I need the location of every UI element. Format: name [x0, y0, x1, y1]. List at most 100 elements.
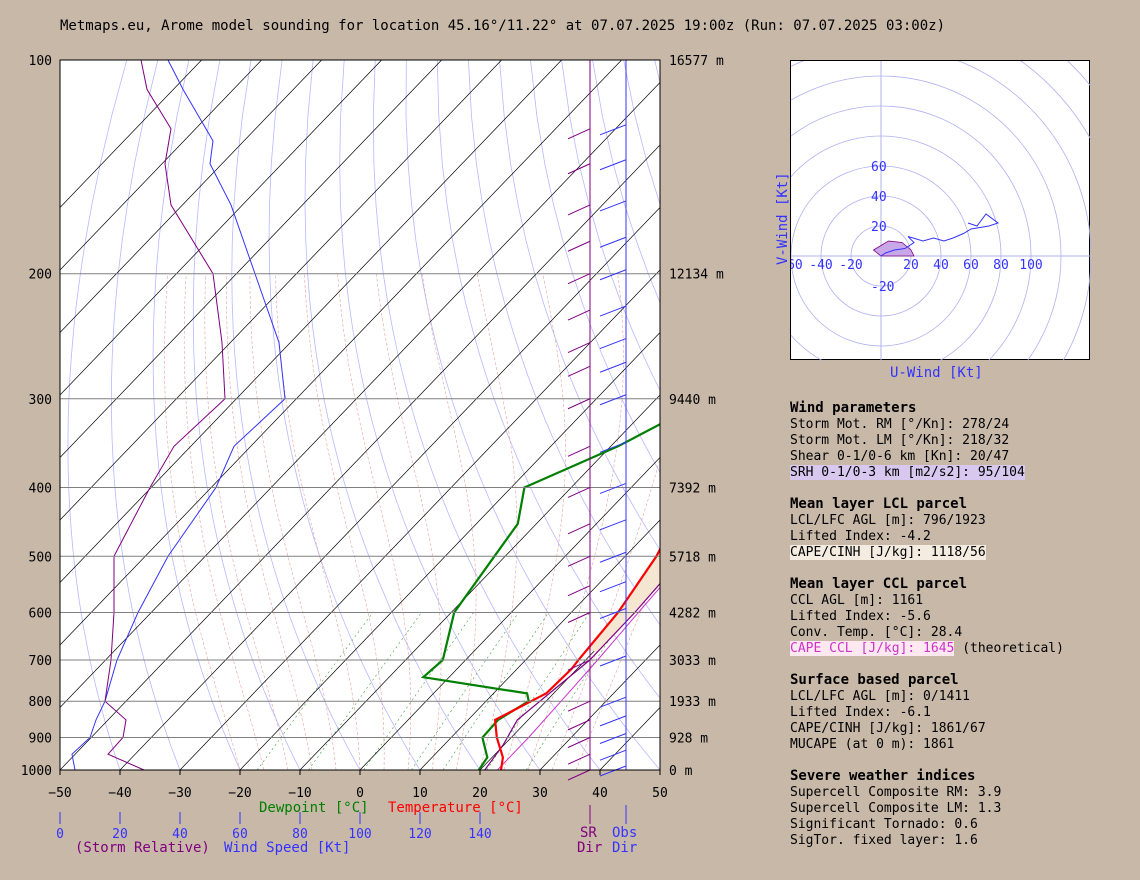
dry-adiabat — [748, 60, 760, 770]
isotherm — [60, 60, 323, 334]
page-title: Metmaps.eu, Arome model sounding for loc… — [60, 18, 946, 34]
obs-barb — [599, 361, 627, 373]
mixing-ratio-line — [442, 612, 549, 770]
obs-barb — [599, 482, 627, 494]
ccl-agl-value: CCL AGL [m]: 1161 — [790, 593, 924, 608]
dry-adiabat — [372, 60, 601, 770]
isotherm — [60, 60, 443, 459]
temp-tick-label: 0 — [356, 786, 364, 801]
hodograph-y-label: V-Wind [Kt] — [775, 172, 791, 265]
dry-adiabat — [231, 60, 361, 770]
hodograph-ring — [1067, 61, 1091, 88]
hodograph-x-label: U-Wind [Kt] — [890, 365, 983, 381]
plot-layer — [60, 60, 760, 770]
height-tick-label: 4282 m — [669, 606, 716, 621]
severe-indices-panel: Severe weather indices Supercell Composi… — [790, 768, 1001, 849]
storm-motion-rm: Storm Mot. RM [°/Kn]: 278/24 — [790, 417, 1010, 432]
ccl-cape-note: (theoretical) — [954, 641, 1064, 656]
pressure-tick-label: 1000 — [21, 764, 52, 779]
obs-barb — [599, 394, 627, 406]
hodograph-ring — [1020, 61, 1091, 141]
dry-adiabat — [268, 60, 421, 770]
sr-barb — [567, 769, 591, 781]
lcl-cape-value: CAPE/CINH [J/kg]: 1118/56 — [790, 545, 986, 560]
mucape-value: MUCAPE (at 0 m): 1861 — [790, 737, 955, 752]
hodograph-x-tick: 80 — [993, 258, 1009, 273]
wind-tick-label: 60 — [232, 827, 248, 842]
pressure-tick-label: 600 — [29, 606, 52, 621]
dry-adiabat — [152, 60, 241, 770]
obs-barb — [599, 200, 627, 212]
sr-barb — [567, 128, 591, 140]
isotherm — [299, 394, 660, 770]
height-tick-label: 928 m — [669, 732, 708, 747]
moist-adiabat — [304, 273, 385, 770]
isotherm — [119, 206, 660, 770]
sr-label: SR — [580, 825, 597, 841]
isotherm — [60, 60, 383, 396]
obs-barb — [599, 338, 627, 350]
hodograph-y-tick: -20 — [871, 280, 894, 295]
sr-barb — [567, 737, 591, 748]
hodograph-x-tick: 20 — [903, 258, 919, 273]
height-tick-label: 7392 m — [669, 481, 716, 496]
sr-barb — [567, 342, 591, 353]
scp-rm-value: Supercell Composite RM: 3.9 — [790, 785, 1002, 800]
moist-adiabat — [275, 273, 361, 770]
dry-adiabat — [110, 60, 181, 770]
shear-value: Shear 0-1/0-6 km [Kn]: 20/47 — [790, 449, 1010, 464]
obs-barb — [599, 581, 627, 593]
hodograph-x-tick: 100 — [1019, 258, 1042, 273]
sr-barb — [567, 555, 591, 567]
sr-barb — [567, 700, 591, 712]
lcl-lfc-value: LCL/LFC AGL [m]: 796/1923 — [790, 513, 986, 528]
dry-adiabat — [717, 60, 760, 770]
isotherm — [659, 769, 660, 770]
sr-barb — [567, 612, 591, 623]
obs-barb — [599, 765, 627, 777]
obs-barb — [599, 551, 627, 563]
dry-adiabat — [67, 60, 128, 770]
obs-dir-label: Dir — [612, 840, 638, 856]
mixing-ratio-line — [411, 612, 519, 770]
obs-barb — [599, 236, 627, 248]
mixing-ratio-line — [363, 612, 474, 770]
conv-temp-value: Conv. Temp. [°C]: 28.4 — [790, 625, 963, 640]
height-tick-label: 12134 m — [669, 268, 724, 283]
sr-barb — [567, 163, 591, 175]
surface-parcel-panel: Surface based parcel LCL/LFC AGL [m]: 0/… — [790, 672, 986, 753]
hodograph-trace — [880, 213, 1000, 257]
isotherm — [179, 269, 660, 770]
obs-barb — [599, 441, 627, 453]
lcl-lifted-index: Lifted Index: -4.2 — [790, 529, 931, 544]
pressure-tick-label: 900 — [29, 732, 52, 747]
obs-barb — [599, 733, 627, 744]
isotherm — [419, 519, 660, 770]
temp-tick-label: −10 — [288, 786, 311, 801]
wind-tick-label: 20 — [112, 827, 128, 842]
temp-tick-label: 10 — [412, 786, 428, 801]
temp-tick-label: −30 — [168, 786, 191, 801]
height-tick-label: 0 m — [669, 764, 693, 779]
isotherm — [60, 60, 263, 271]
dry-adiabat — [304, 60, 481, 770]
sr-barb — [567, 719, 591, 731]
isotherm — [60, 144, 660, 770]
temp-tick-label: −40 — [108, 786, 131, 801]
moist-adiabat — [376, 273, 442, 770]
wind-tick-label: 0 — [56, 827, 64, 842]
sr-barb — [567, 753, 591, 765]
dry-adiabat — [530, 60, 660, 473]
sr-barb — [567, 659, 591, 671]
isotherm — [60, 81, 660, 709]
obs-barb — [599, 305, 627, 317]
isotherm — [60, 60, 563, 584]
dry-adiabat — [436, 60, 660, 699]
hodograph-panel: -60 -40 -20 20 40 60 80 100 60 40 20 -20 — [790, 60, 1091, 361]
hodograph-y-tick: 40 — [871, 190, 887, 205]
obs-barb — [599, 124, 627, 136]
height-tick-label: 9440 m — [669, 393, 716, 408]
surface-lcl-lfc: LCL/LFC AGL [m]: 0/1411 — [790, 689, 971, 704]
wind-tick-label: 120 — [408, 827, 431, 842]
height-tick-label: 3033 m — [669, 654, 716, 669]
